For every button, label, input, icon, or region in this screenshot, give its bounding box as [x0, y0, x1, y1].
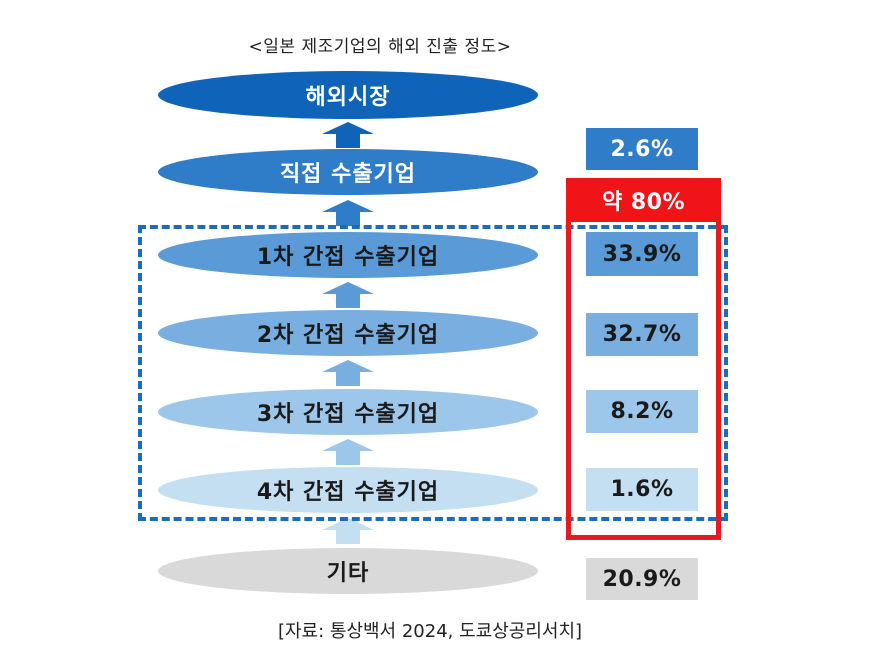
oval-label: 1차 간접 수출기업 [256, 245, 440, 270]
oval-label: 직접 수출기업 [279, 162, 417, 187]
highlight-red-frame [566, 178, 721, 540]
up-arrow-icon [322, 360, 374, 386]
value-box-tier2: 32.7% [586, 313, 698, 356]
oval-tier2-indirect: 2차 간접 수출기업 [158, 310, 538, 356]
oval-overseas-market: 해외시장 [158, 71, 538, 119]
up-arrow-icon [322, 282, 374, 308]
value-text: 33.9% [602, 241, 682, 267]
value-box-tier4: 1.6% [586, 468, 698, 511]
up-arrow-icon [322, 518, 374, 544]
oval-label: 4차 간접 수출기업 [256, 480, 440, 505]
value-text: 32.7% [602, 322, 682, 347]
oval-label: 기타 [326, 561, 370, 586]
oval-tier3-indirect: 3차 간접 수출기업 [158, 389, 538, 435]
up-arrow-icon [322, 439, 374, 465]
highlight-label: 약 80% [566, 178, 721, 222]
oval-tier1-indirect: 1차 간접 수출기업 [158, 232, 538, 278]
value-box-other: 20.9% [586, 558, 698, 600]
oval-tier4-indirect: 4차 간접 수출기업 [158, 467, 538, 513]
value-text: 20.9% [602, 566, 682, 592]
value-text: 8.2% [610, 399, 674, 424]
value-box-tier1: 33.9% [586, 232, 698, 276]
value-text: 2.6% [610, 136, 674, 162]
oval-direct-exporter: 직접 수출기업 [158, 149, 538, 195]
value-box-tier3: 8.2% [586, 390, 698, 433]
indirect-exporters-dashed-frame [138, 225, 728, 521]
diagram-title: <일본 제조기업의 해외 진출 정도> [248, 37, 512, 57]
value-text: 1.6% [610, 477, 674, 502]
oval-label: 3차 간접 수출기업 [256, 402, 440, 427]
oval-other: 기타 [158, 548, 538, 594]
up-arrow-icon [322, 122, 374, 148]
oval-label: 2차 간접 수출기업 [256, 323, 440, 348]
source-caption: [자료: 통상백서 2024, 도쿄상공리서치] [277, 621, 583, 642]
value-box-direct: 2.6% [586, 128, 698, 170]
up-arrow-icon [322, 200, 374, 226]
oval-label: 해외시장 [305, 85, 391, 110]
